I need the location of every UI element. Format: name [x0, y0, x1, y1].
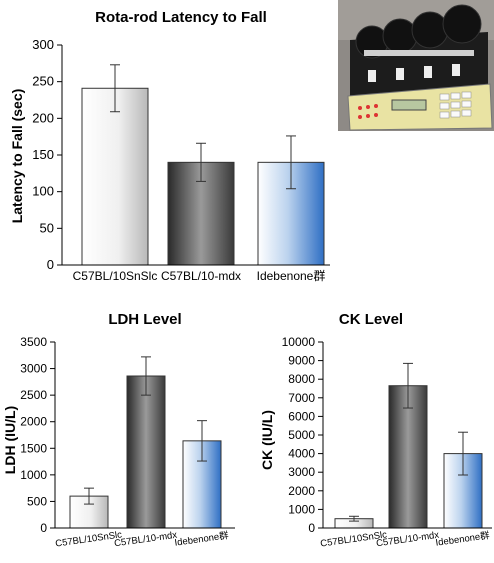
y-tick-label: 2000 — [288, 484, 315, 498]
x-category-label: C57BL/10SnSlc — [73, 269, 158, 283]
y-tick-label: 1000 — [288, 502, 315, 516]
y-tick-label: 200 — [32, 110, 54, 125]
x-category-label: C57BL/10-mdx — [161, 269, 241, 283]
y-tick-label: 250 — [32, 74, 54, 89]
chart-ck: CK Level CK (IU/L) 0 1000 2000 3000 4000 5000… — [259, 311, 492, 550]
y-tick-label: 10000 — [282, 335, 316, 349]
y-tick-label: 1500 — [20, 441, 47, 455]
chart-ldh: LDH Level LDH (IU/L) 0 500 1000 1500 2000 250… — [2, 311, 235, 550]
y-tick-label: 2000 — [20, 415, 47, 429]
x-category-label: Idebenone群 — [257, 269, 326, 283]
bars — [69, 356, 222, 529]
y-tick-label: 100 — [32, 184, 54, 199]
y-tick-label: 1000 — [20, 468, 47, 482]
chart-title: Rota-rod Latency to Fall — [95, 9, 267, 26]
y-tick-label: 0 — [308, 521, 315, 535]
rota-rod-apparatus-photo — [338, 0, 494, 131]
y-axis-ticks: 0 1000 2000 3000 4000 5000 6000 7000 8000 9000 100… — [282, 335, 323, 535]
chart-title: LDH Level — [108, 311, 181, 328]
y-tick-label: 50 — [40, 220, 54, 235]
bar — [388, 385, 428, 529]
y-axis-ticks: 0 500 1000 1500 2000 2500 3000 3500 — [20, 335, 55, 535]
y-tick-label: 3000 — [20, 362, 47, 376]
y-axis-label: CK (IU/L) — [259, 410, 275, 470]
x-category-label: C57BL/10SnSlc — [55, 529, 123, 549]
bar — [81, 87, 149, 266]
bars — [334, 362, 483, 529]
x-category-label: Idebenone群 — [174, 529, 230, 549]
y-tick-label: 0 — [40, 521, 47, 535]
chart-title: CK Level — [339, 311, 403, 328]
y-tick-label: 3500 — [20, 335, 47, 349]
y-tick-label: 5000 — [288, 428, 315, 442]
y-tick-label: 150 — [32, 147, 54, 162]
y-tick-label: 300 — [32, 37, 54, 52]
y-tick-label: 7000 — [288, 391, 315, 405]
x-category-label: C57BL/10-mdx — [114, 530, 179, 550]
bars — [81, 64, 325, 266]
chart-rotarod: Rota-rod Latency to Fall Latency to Fall… — [9, 9, 330, 283]
y-tick-label: 2500 — [20, 388, 47, 402]
y-tick-label: 0 — [47, 257, 54, 272]
y-axis-label: Latency to Fall (sec) — [9, 89, 25, 224]
y-axis-label: LDH (IU/L) — [2, 406, 18, 474]
y-tick-label: 8000 — [288, 372, 315, 386]
y-tick-label: 9000 — [288, 354, 315, 368]
y-tick-label: 6000 — [288, 409, 315, 423]
y-tick-label: 3000 — [288, 465, 315, 479]
y-tick-label: 500 — [27, 494, 47, 508]
y-axis-ticks: 0 50 100 150 200 250 300 — [32, 37, 62, 272]
y-tick-label: 4000 — [288, 447, 315, 461]
x-category-label: Idebenone群 — [435, 529, 491, 549]
bar — [126, 375, 166, 529]
